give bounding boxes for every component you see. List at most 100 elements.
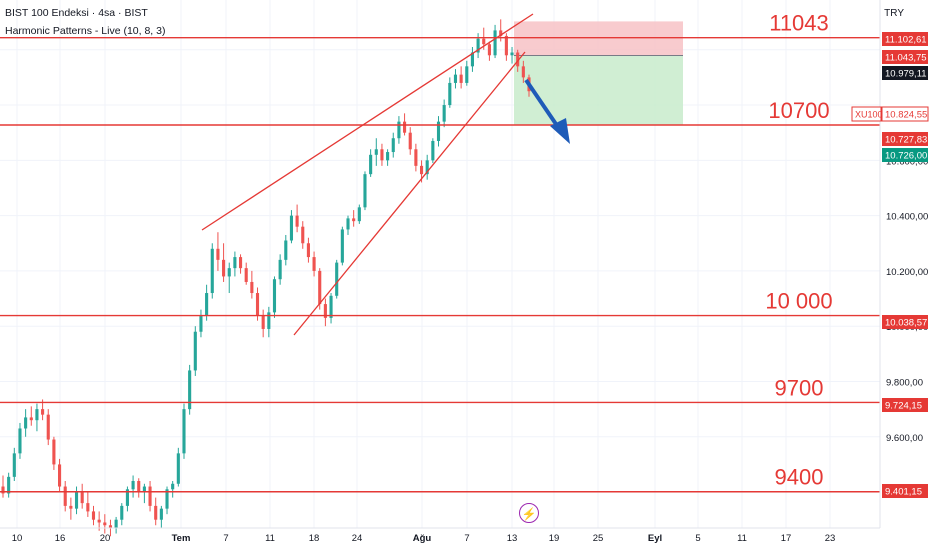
time-tick-label: 7	[464, 533, 469, 544]
time-tick-label: Tem	[172, 533, 191, 544]
time-tick-label: 20	[100, 533, 111, 544]
wedge-upper-line	[201, 13, 534, 231]
candle-body	[12, 453, 16, 477]
candle-body	[278, 259, 282, 280]
price-tag-label: 9.401,15	[885, 487, 922, 498]
time-tick-label: 11	[265, 533, 275, 544]
chart-title: BIST 100 Endeksi · 4sa · BIST	[5, 7, 148, 19]
candle-body	[188, 370, 192, 410]
price-tag-label: 9.724,15	[885, 401, 922, 412]
candle-body	[470, 52, 474, 67]
candle-body	[516, 52, 520, 67]
candle-body	[148, 486, 152, 506]
symbol-tag-label: XU100	[855, 110, 883, 120]
candle-body	[7, 476, 11, 494]
candle-body	[159, 508, 163, 520]
candle-body	[108, 525, 113, 528]
candle-body	[176, 453, 180, 484]
price-tag-label: 10.824,55	[885, 110, 927, 121]
take-profit-zone	[514, 55, 683, 126]
candle-body	[120, 505, 124, 520]
candle-body	[323, 304, 327, 318]
indicator-label[interactable]: Harmonic Patterns - Live (10, 8, 3)	[5, 25, 166, 37]
candle-body	[24, 417, 28, 429]
candle-body	[493, 30, 497, 56]
stop-loss-zone	[514, 21, 683, 56]
candle-body	[369, 154, 373, 175]
price-tag	[882, 66, 928, 80]
candle-body	[521, 66, 525, 78]
candle-body	[425, 160, 429, 175]
candle-body	[459, 74, 463, 83]
candle-body	[284, 240, 288, 260]
candle-body	[18, 428, 22, 454]
candle-body	[137, 481, 141, 493]
candle-body	[295, 215, 299, 227]
candle-body	[289, 215, 294, 241]
currency-selector[interactable]: TRY	[884, 8, 904, 19]
candle-body	[306, 243, 310, 258]
candle-body	[233, 257, 237, 269]
candle-body	[340, 229, 344, 263]
forecast-arrow-head	[550, 118, 570, 144]
candle-body	[199, 315, 203, 332]
level-label: 9400	[775, 465, 824, 490]
level-label: 10700	[768, 98, 829, 123]
candle-body	[272, 279, 277, 313]
candle-body	[171, 483, 175, 490]
candle-body	[431, 140, 435, 161]
candle-body	[510, 52, 514, 56]
candle-body	[487, 44, 491, 56]
candle-body	[346, 218, 350, 230]
price-tag	[882, 132, 928, 146]
time-tick-label: 11	[737, 533, 747, 544]
forecast-arrow-shaft	[524, 78, 562, 132]
price-tag	[881, 106, 929, 122]
level-label: 9700	[775, 375, 824, 400]
time-tick-label: 7	[223, 533, 228, 544]
lightning-bolt-icon[interactable]: ⚡	[519, 503, 539, 523]
candle-body	[453, 74, 458, 83]
candle-body	[255, 293, 260, 316]
candle-body	[193, 331, 197, 371]
price-tag-label: 10.727,83	[885, 135, 927, 146]
symbol-tag	[851, 106, 882, 122]
price-tag	[882, 148, 928, 162]
candle-body	[386, 152, 390, 161]
price-tag	[882, 484, 928, 498]
candle-body	[414, 149, 418, 166]
time-tick-label: 5	[695, 533, 700, 544]
price-tag-label: 11.102,61	[885, 35, 927, 46]
candle-body	[41, 409, 45, 415]
candle-body	[1, 486, 5, 494]
candle-body	[222, 259, 226, 277]
candle-body	[216, 248, 220, 260]
candle-body	[80, 492, 84, 504]
candle-body	[374, 149, 378, 155]
candle-body	[363, 174, 367, 208]
candle-body	[103, 522, 107, 526]
candle-body	[408, 132, 412, 150]
time-tick-label: 25	[593, 533, 604, 544]
candle-body	[465, 66, 469, 83]
candle-body	[380, 149, 384, 161]
candle-body	[335, 262, 339, 296]
candle-body	[352, 218, 356, 222]
price-tag-label: 10.726,00	[885, 151, 927, 162]
candle-body	[357, 207, 361, 222]
candle-body	[250, 281, 254, 294]
price-tick-label: 9.800,00	[886, 377, 923, 388]
candle-body	[142, 486, 146, 493]
candle-body	[419, 165, 424, 175]
candle-body	[46, 414, 50, 440]
time-tick-label: 10	[12, 533, 23, 544]
candle-body	[499, 30, 503, 36]
candle-body	[131, 481, 135, 490]
time-tick-label: Ağu	[413, 533, 432, 544]
price-tag	[882, 32, 928, 46]
level-label: 10 000	[765, 289, 832, 314]
candle-body	[63, 486, 67, 506]
candle-body	[182, 409, 186, 454]
